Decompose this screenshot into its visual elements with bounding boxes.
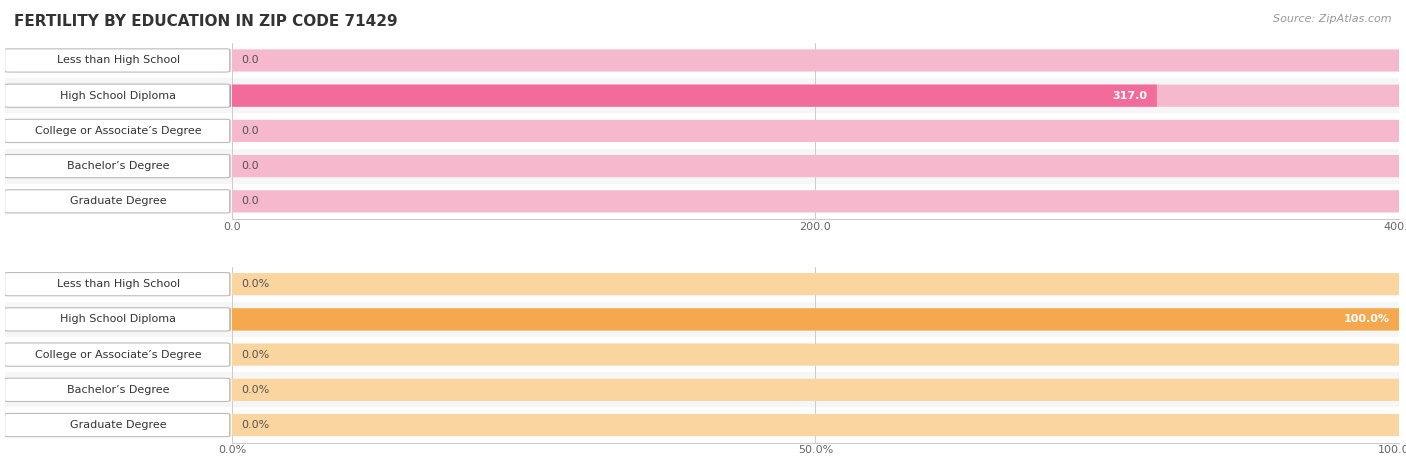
Text: 317.0: 317.0 [1112, 90, 1147, 101]
Text: Bachelor’s Degree: Bachelor’s Degree [67, 385, 170, 395]
FancyBboxPatch shape [232, 120, 1399, 142]
Bar [232, 149, 1399, 184]
FancyBboxPatch shape [4, 119, 229, 142]
Text: 100.0%: 100.0% [1344, 314, 1389, 325]
Text: 0.0: 0.0 [242, 55, 259, 66]
FancyBboxPatch shape [6, 155, 231, 177]
Bar [232, 302, 1399, 337]
FancyBboxPatch shape [6, 414, 231, 436]
FancyBboxPatch shape [232, 50, 1399, 71]
Bar [232, 78, 1399, 113]
FancyBboxPatch shape [6, 344, 231, 366]
FancyBboxPatch shape [232, 308, 1399, 330]
Text: 0.0%: 0.0% [242, 279, 270, 289]
FancyBboxPatch shape [4, 84, 229, 107]
FancyBboxPatch shape [4, 308, 229, 331]
Bar [4, 149, 232, 184]
FancyBboxPatch shape [6, 273, 231, 295]
FancyBboxPatch shape [4, 190, 229, 213]
Bar [4, 302, 232, 337]
Text: Less than High School: Less than High School [56, 279, 180, 289]
FancyBboxPatch shape [6, 85, 231, 107]
Text: FERTILITY BY EDUCATION IN ZIP CODE 71429: FERTILITY BY EDUCATION IN ZIP CODE 71429 [14, 14, 398, 30]
FancyBboxPatch shape [232, 155, 1399, 177]
Bar [232, 372, 1399, 407]
Text: 0.0%: 0.0% [242, 349, 270, 360]
Text: 0.0: 0.0 [242, 196, 259, 207]
FancyBboxPatch shape [232, 344, 1399, 366]
FancyBboxPatch shape [232, 190, 1399, 212]
FancyBboxPatch shape [6, 308, 231, 330]
Text: 0.0%: 0.0% [242, 385, 270, 395]
Text: College or Associate’s Degree: College or Associate’s Degree [35, 126, 201, 136]
Text: 0.0: 0.0 [242, 161, 259, 171]
FancyBboxPatch shape [6, 120, 231, 142]
Bar [4, 372, 232, 407]
FancyBboxPatch shape [232, 273, 1399, 295]
FancyBboxPatch shape [4, 49, 229, 72]
FancyBboxPatch shape [6, 190, 231, 212]
FancyBboxPatch shape [6, 308, 231, 330]
FancyBboxPatch shape [232, 85, 1399, 107]
FancyBboxPatch shape [4, 343, 229, 366]
Text: High School Diploma: High School Diploma [60, 90, 176, 101]
Text: High School Diploma: High School Diploma [60, 314, 176, 325]
Text: College or Associate’s Degree: College or Associate’s Degree [35, 349, 201, 360]
FancyBboxPatch shape [4, 414, 229, 436]
FancyBboxPatch shape [232, 414, 1399, 436]
FancyBboxPatch shape [6, 85, 231, 107]
FancyBboxPatch shape [4, 273, 229, 296]
Text: Less than High School: Less than High School [56, 55, 180, 66]
FancyBboxPatch shape [232, 308, 1399, 330]
FancyBboxPatch shape [6, 50, 231, 71]
Text: Graduate Degree: Graduate Degree [70, 196, 167, 207]
Text: Graduate Degree: Graduate Degree [70, 420, 167, 430]
FancyBboxPatch shape [6, 379, 231, 401]
FancyBboxPatch shape [232, 85, 1157, 107]
FancyBboxPatch shape [4, 378, 229, 401]
FancyBboxPatch shape [232, 379, 1399, 401]
Text: 0.0%: 0.0% [242, 420, 270, 430]
Text: Source: ZipAtlas.com: Source: ZipAtlas.com [1274, 14, 1392, 24]
Bar [4, 78, 232, 113]
Text: Bachelor’s Degree: Bachelor’s Degree [67, 161, 170, 171]
FancyBboxPatch shape [4, 155, 229, 178]
Text: 0.0: 0.0 [242, 126, 259, 136]
